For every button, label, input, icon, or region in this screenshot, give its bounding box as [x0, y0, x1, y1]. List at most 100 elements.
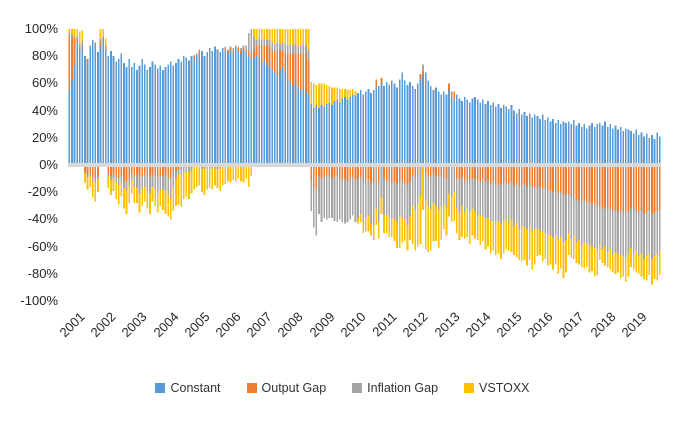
- bar-segment: [133, 63, 136, 165]
- bar-segment: [492, 181, 495, 221]
- bar-segment: [86, 177, 89, 190]
- bar-segment: [570, 197, 573, 239]
- bar-segment: [515, 165, 518, 185]
- bar-segment: [656, 253, 658, 281]
- bar-segment: [154, 165, 156, 176]
- bar-segment: [523, 111, 526, 165]
- bar-segment: [536, 228, 539, 257]
- bar-segment: [276, 42, 279, 51]
- x-axis-year-label: 2006: [212, 309, 244, 341]
- bar-segment: [547, 234, 549, 266]
- bar-segment: [133, 175, 136, 187]
- bar-segment: [388, 84, 391, 165]
- bar-segment: [289, 83, 292, 165]
- bar-segment: [505, 219, 508, 250]
- bar-segment: [643, 213, 645, 259]
- bar-segment: [396, 165, 398, 185]
- bar-segment: [190, 56, 193, 166]
- bar-segment: [643, 258, 645, 280]
- bar-segment: [208, 167, 211, 170]
- bar-segment: [406, 84, 409, 165]
- bar-segment: [479, 165, 482, 182]
- bar-segment: [110, 165, 112, 176]
- bar-segment: [656, 165, 658, 212]
- bar-segment: [521, 226, 523, 262]
- bar-segment: [268, 39, 271, 47]
- bar-segment: [593, 165, 596, 204]
- bar-segment: [198, 53, 201, 166]
- bar-segment: [232, 49, 235, 53]
- bar-segment: [341, 88, 344, 99]
- bar-segment: [141, 175, 143, 190]
- bar-segment: [638, 165, 640, 213]
- bar-segment: [627, 211, 630, 255]
- bar-segment: [653, 165, 656, 213]
- bar-segment: [586, 165, 588, 204]
- bar-segment: [240, 165, 242, 182]
- bar-segment: [346, 99, 349, 165]
- bar-segment: [232, 52, 235, 165]
- bar-segment: [263, 58, 266, 165]
- bar-segment: [279, 69, 281, 165]
- bar-segment: [151, 186, 154, 202]
- bar-segment: [193, 58, 195, 165]
- bar-segment: [240, 53, 242, 166]
- bar-segment: [497, 222, 500, 254]
- bar-segment: [146, 175, 149, 191]
- bar-segment: [398, 215, 401, 248]
- bar-segment: [268, 46, 271, 68]
- bar-segment: [448, 90, 450, 165]
- bar-segment: [403, 182, 406, 220]
- bar-segment: [258, 45, 261, 59]
- bar-segment: [560, 124, 562, 165]
- bar-segment: [263, 45, 266, 59]
- bar-segment: [198, 49, 201, 51]
- bar-segment: [609, 124, 612, 165]
- bar-segment: [481, 99, 484, 165]
- bar-segment: [645, 133, 648, 165]
- bar-segment: [299, 45, 302, 54]
- bar-segment: [583, 200, 586, 243]
- bar-segment: [422, 165, 424, 210]
- bar-segment: [474, 211, 476, 239]
- bar-segment: [393, 165, 396, 182]
- bar-segment: [214, 46, 216, 165]
- bar-segment: [68, 29, 71, 34]
- bar-segment: [609, 165, 612, 209]
- bar-segment: [494, 182, 497, 221]
- bar-segment: [383, 165, 385, 179]
- y-axis-tick-label: 20%: [31, 129, 58, 145]
- bar-segment: [154, 64, 156, 165]
- bar-segment: [136, 174, 138, 189]
- bar-segment: [466, 99, 469, 165]
- bar-segment: [190, 167, 193, 171]
- bar-segment: [500, 107, 502, 165]
- bar-segment: [526, 186, 528, 229]
- bar-segment: [432, 203, 435, 242]
- bar-segment: [643, 136, 645, 165]
- bar-segment: [580, 201, 583, 246]
- bar-segment: [305, 29, 307, 46]
- bar-segment: [474, 178, 476, 212]
- bar-segment: [463, 212, 466, 239]
- bar-segment: [338, 102, 341, 165]
- x-axis-year-label: 2014: [462, 309, 494, 341]
- bar-segment: [513, 226, 515, 255]
- bar-segment: [125, 165, 128, 182]
- bar-segment: [159, 65, 162, 165]
- bar-segment: [372, 224, 375, 240]
- bar-segment: [318, 83, 320, 108]
- bar-segment: [578, 165, 580, 199]
- bar-segment: [419, 79, 422, 165]
- bar-segment: [583, 242, 586, 269]
- bar-segment: [565, 193, 567, 240]
- bar-segment: [567, 194, 570, 233]
- bar-segment: [76, 37, 78, 39]
- bar-segment: [388, 179, 391, 217]
- bar-segment: [284, 29, 287, 44]
- bar-segment: [648, 253, 651, 276]
- bar-segment: [151, 165, 154, 175]
- bar-segment: [229, 46, 232, 49]
- bar-segment: [429, 165, 432, 178]
- x-axis-year-label: 2015: [493, 309, 525, 341]
